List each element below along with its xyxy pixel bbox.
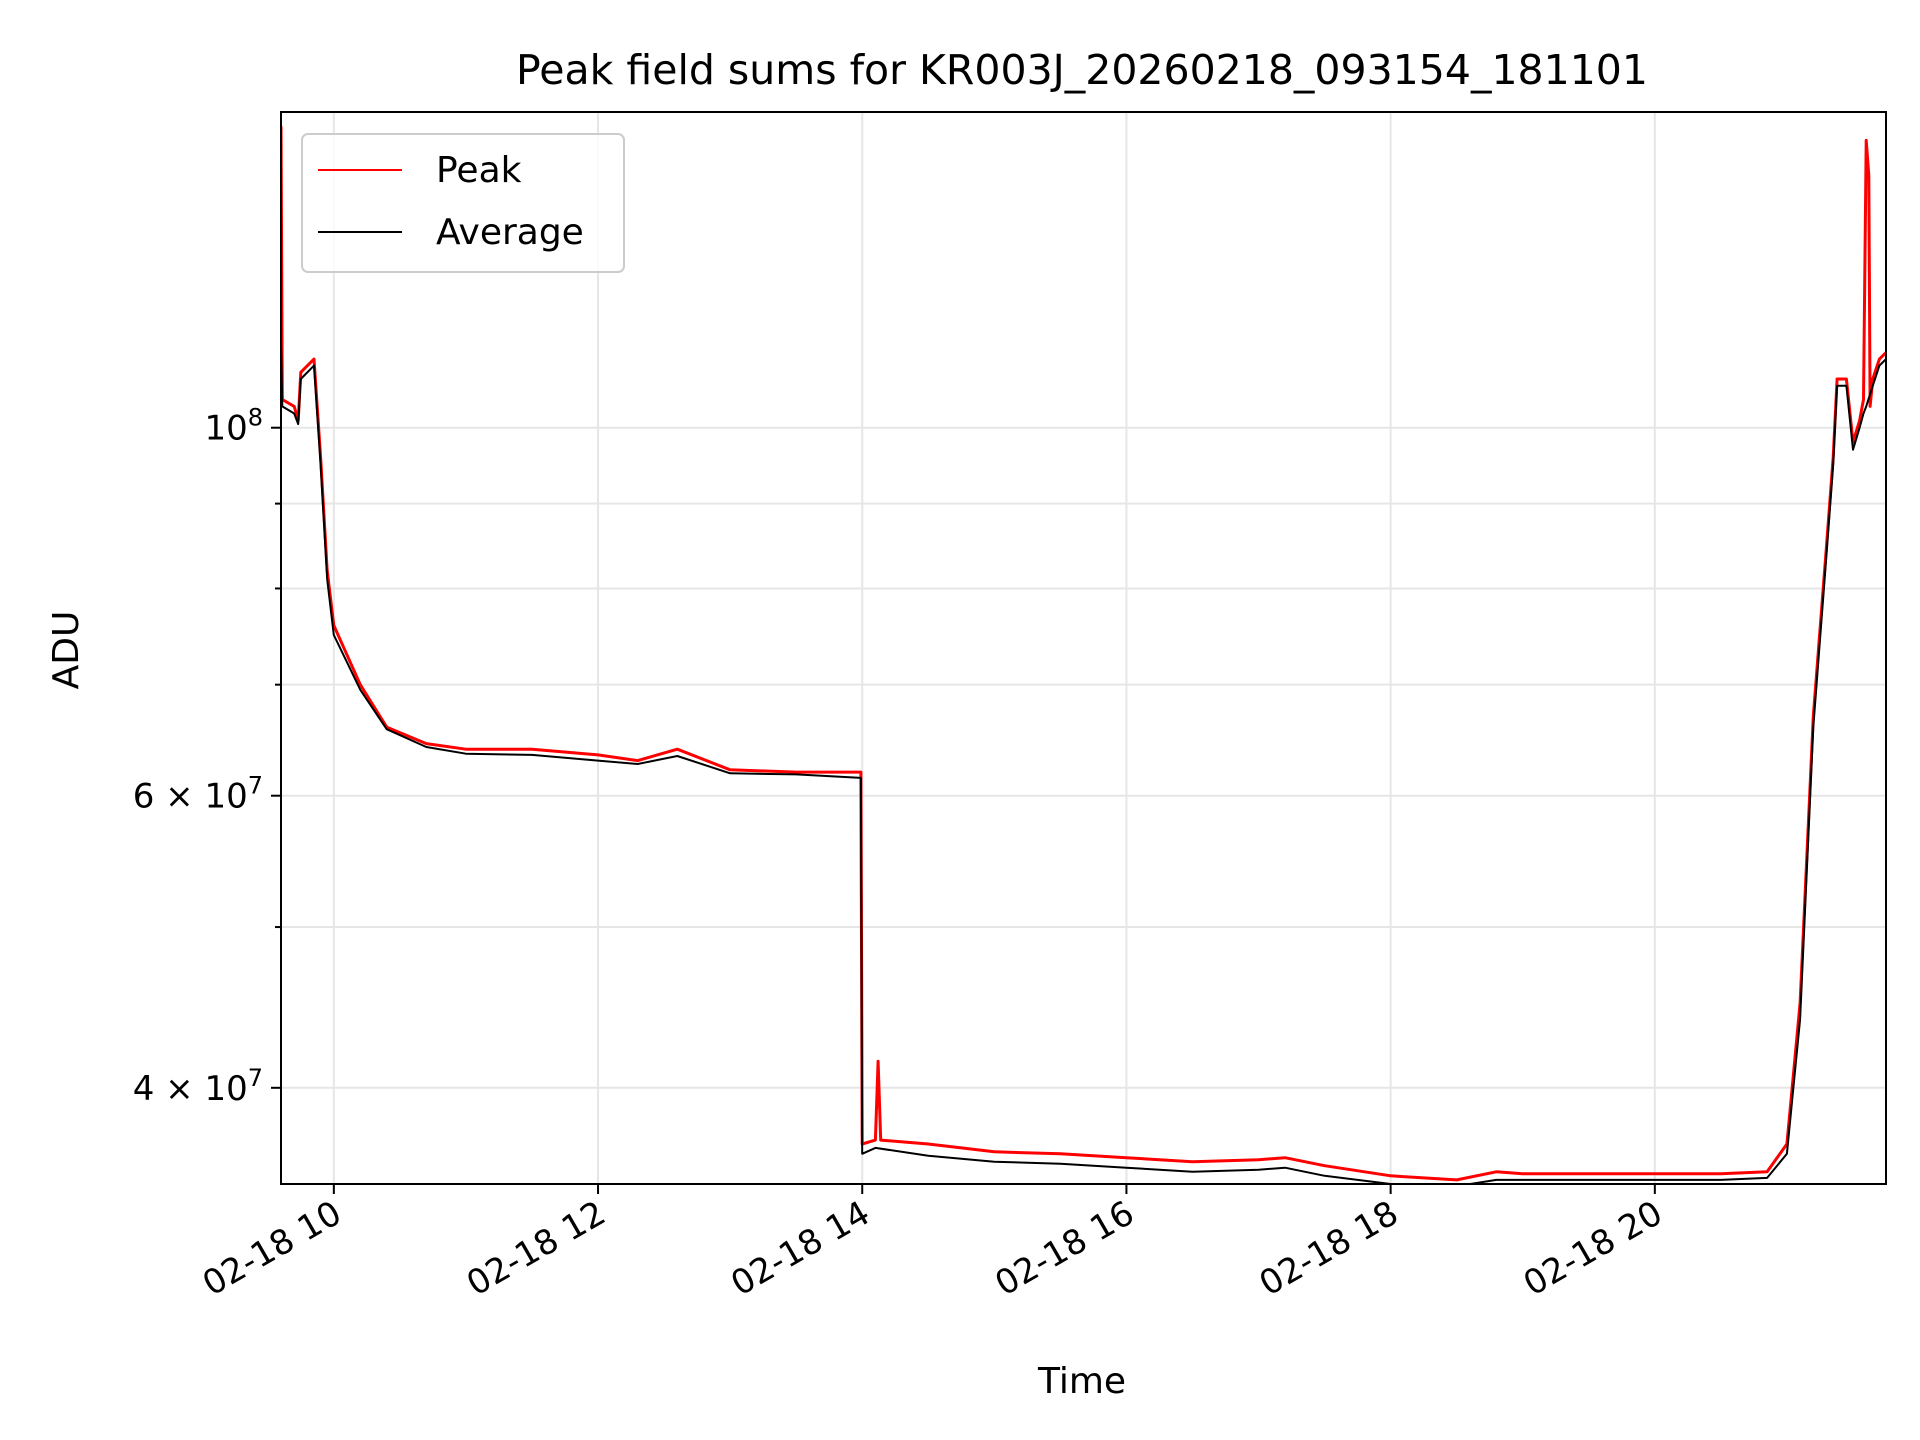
legend-label-average: Average bbox=[436, 212, 584, 253]
series-line-average bbox=[281, 339, 1886, 1184]
plot-frame bbox=[280, 111, 1887, 1185]
y-axis: 108 6 × 107 4 × 107 bbox=[133, 404, 281, 1109]
series-layer bbox=[281, 126, 1886, 1184]
legend-label-peak: Peak bbox=[436, 150, 522, 191]
legend-box bbox=[301, 133, 625, 273]
y-axis-label: ADU bbox=[46, 611, 87, 690]
chart-title: Peak field sums for KR003J_20260218_0931… bbox=[516, 46, 1648, 94]
x-axis-label: Time bbox=[1037, 1361, 1126, 1402]
y-tick-label: 108 bbox=[204, 404, 263, 449]
series-line-peak bbox=[281, 126, 1886, 1182]
grid bbox=[281, 112, 1886, 1184]
y-tick-label: 4 × 107 bbox=[133, 1064, 263, 1109]
legend: Peak Average bbox=[301, 133, 625, 273]
y-tick-label: 6 × 107 bbox=[133, 772, 263, 817]
